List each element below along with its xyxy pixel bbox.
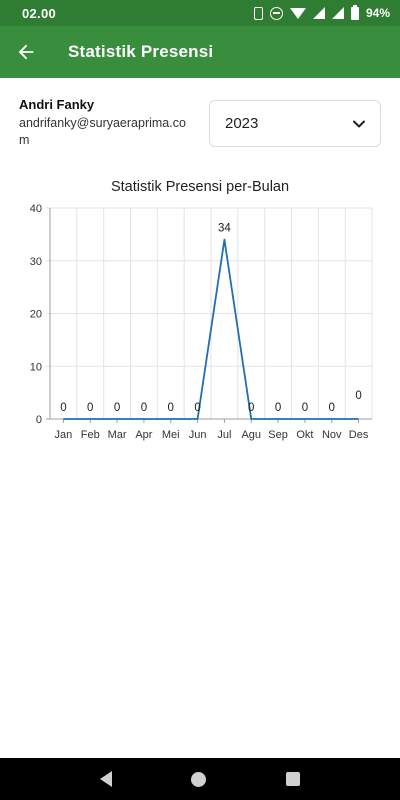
attendance-chart: 0 10 20 30 40 Jan Feb Mar Apr Mei Jun Jul Agu Sep Okt N…: [30, 203, 373, 441]
status-time: 02.00: [22, 5, 57, 21]
signal-icon: [312, 7, 325, 19]
chevron-down-icon: [353, 120, 365, 127]
x-tick-label: Des: [349, 429, 369, 441]
data-label: 34: [218, 223, 231, 235]
x-tick-label: Mar: [108, 429, 127, 441]
data-label: 0: [329, 402, 335, 414]
x-tick-label: Mei: [162, 429, 180, 441]
x-tick-label: Jan: [55, 429, 73, 441]
battery-percent: 94%: [365, 6, 390, 20]
data-label: 0: [275, 402, 281, 414]
x-tick-label: Jul: [217, 429, 231, 441]
y-tick-label: 30: [30, 256, 42, 268]
battery-icon: [350, 4, 359, 20]
nav-back-icon[interactable]: [99, 771, 112, 787]
year-dropdown[interactable]: 2023: [209, 100, 381, 147]
y-tick-label: 10: [30, 361, 42, 373]
navigation-bar: [0, 758, 400, 800]
x-tick-label: Feb: [81, 429, 100, 441]
y-tick-label: 20: [30, 309, 42, 321]
data-label: 0: [248, 402, 254, 414]
x-tick-label: Nov: [322, 429, 342, 441]
data-label: 0: [114, 402, 120, 414]
data-label: 0: [60, 402, 66, 414]
vibrate-icon: [253, 6, 263, 20]
arrow-left-icon: [18, 44, 34, 60]
x-tick-label: Agu: [241, 429, 261, 441]
data-label: 0: [302, 402, 308, 414]
x-tick-label: Jun: [189, 429, 207, 441]
data-label: 0: [87, 402, 93, 414]
app-bar: Statistik Presensi: [0, 26, 400, 78]
signal-icon-2: [331, 7, 344, 19]
x-tick-label: Apr: [135, 429, 152, 441]
do-not-disturb-icon: [269, 6, 283, 20]
series-line: [63, 238, 359, 420]
chart-title: Statistik Presensi per-Bulan: [110, 179, 290, 195]
y-tick-label: 0: [36, 414, 42, 426]
nav-home-icon[interactable]: [191, 771, 207, 787]
data-label: 0: [168, 402, 174, 414]
user-email: andrifanky@suryaeraprima.com: [19, 116, 186, 147]
nav-recent-apps-icon[interactable]: [286, 772, 301, 786]
data-label: 0: [355, 390, 361, 402]
status-bar: 02.00 94%: [0, 0, 400, 26]
status-icons: 94%: [253, 4, 390, 20]
user-info: Andri Fanky andrifanky@suryaeraprima.com: [19, 97, 199, 149]
x-tick-label: Okt: [296, 429, 313, 441]
back-button[interactable]: [0, 26, 52, 78]
x-tick-label: Sep: [268, 429, 288, 441]
user-name: Andri Fanky: [19, 97, 95, 112]
y-tick-label: 40: [30, 203, 42, 215]
year-value: 2023: [225, 115, 259, 132]
data-label: 0: [194, 402, 200, 414]
data-label: 0: [141, 402, 147, 414]
page-title: Statistik Presensi: [68, 42, 214, 61]
wifi-icon: [289, 7, 306, 19]
